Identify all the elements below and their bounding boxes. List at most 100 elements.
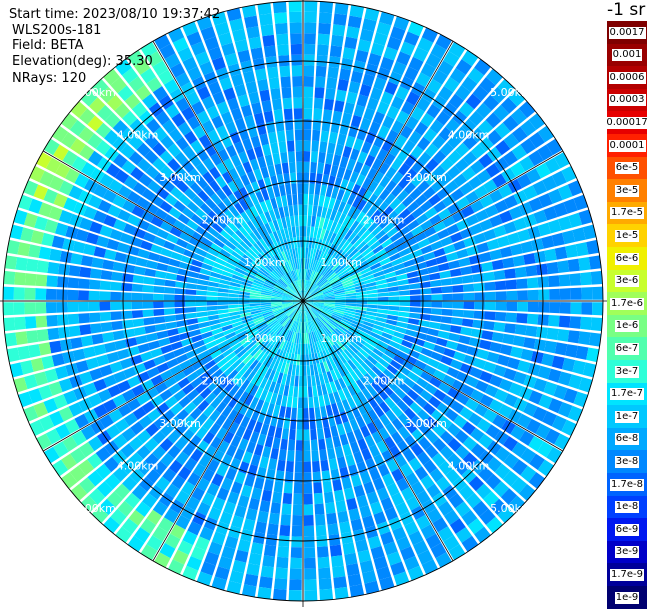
range-gate-cell [313,227,319,239]
range-gate-cell [430,308,443,315]
range-gate-cell [141,210,155,223]
range-gate-cell [78,459,95,476]
colorbar-swatch: 1.7e-6 [607,292,647,316]
range-gate-cell [312,305,323,311]
range-gate-cell [467,518,485,535]
azimuth-spoke [42,150,304,302]
range-gate-cell [56,289,68,300]
range-gate-cell [313,396,320,408]
range-gate-cell [318,195,325,207]
range-gate-cell [330,221,338,233]
range-gate-cell [258,269,269,278]
range-gate-cell [330,245,338,256]
range-gate-cell [116,348,130,360]
range-gate-cell [255,255,265,265]
range-gate-cell [553,384,568,400]
range-gate-cell [420,474,435,490]
range-gate-cell [592,302,603,316]
range-gate-cell [103,399,117,413]
range-gate-cell [349,171,360,184]
range-gate-cell [182,56,198,72]
range-gate-cell [406,271,419,279]
range-gate-cell [292,343,297,354]
range-gate-cell [334,306,346,310]
range-gate-cell [398,162,411,176]
range-gate-cell [295,293,303,301]
range-gate-cell [454,429,469,444]
range-gate-cell [445,252,459,262]
range-gate-cell [185,283,198,290]
range-gate-cell [117,209,131,222]
range-gate-cell [296,161,303,173]
range-gate-cell [207,345,220,355]
range-gate-cell [554,152,570,169]
range-gate-cell [47,261,60,275]
range-gate-cell [537,222,552,237]
range-gate-cell [537,276,549,288]
range-gate-cell [196,290,208,296]
range-gate-cell [373,134,385,148]
range-gate-cell [303,298,314,301]
range-gate-cell [164,193,178,206]
range-gate-cell [337,324,348,333]
range-gate-cell [36,329,49,342]
range-gate-cell [486,351,500,364]
range-gate-cell [91,78,109,96]
range-gate-cell [356,351,367,362]
range-gate-cell [357,403,367,416]
range-gate-cell [447,453,462,468]
range-gate-cell [270,299,282,301]
range-gate-cell [249,384,259,397]
range-gate-cell [476,418,492,433]
colorbar-swatch: 1.7e-9 [607,563,647,587]
range-gate-cell [361,388,372,400]
range-gate-cell [484,384,499,398]
range-gate-cell [455,527,472,543]
range-gate-cell [422,402,436,416]
range-gate-cell [417,409,430,422]
range-gate-cell [451,317,463,326]
range-gate-cell [217,305,229,310]
range-gate-cell [541,235,555,249]
range-gate-cell [263,281,275,288]
range-gate-cell [263,263,273,273]
range-gate-cell [210,323,222,331]
range-gate-cell [342,375,351,387]
range-gate-cell [478,466,494,482]
range-gate-cell [507,357,521,370]
range-gate-cell [303,279,306,291]
range-gate-cell [175,451,189,466]
range-gate-cell [213,238,225,249]
range-gate-cell [110,77,127,94]
range-gate-cell [171,112,186,128]
range-gate-cell [379,11,395,26]
range-gate-cell [526,277,539,289]
range-gate-cell [332,154,342,167]
colorbar-tick-label: 0.0017 [608,26,646,39]
range-gate-cell [313,319,321,329]
range-gate-cell [168,459,183,474]
range-gate-cell [381,139,394,153]
range-gate-cell [357,199,367,211]
start-time: Start time: 2023/08/10 19:37:42 [9,7,221,22]
range-gate-cell [532,180,548,196]
range-gate-cell [278,327,286,337]
range-gate-cell [328,392,336,405]
range-gate-cell [369,240,381,251]
range-gate-cell [265,247,274,258]
range-gate-cell [93,246,107,258]
range-gate-cell [377,463,390,477]
range-gate-cell [93,378,107,392]
range-gate-cell [363,250,375,260]
range-gate-cell [276,282,286,290]
range-gate-cell [199,387,212,400]
range-gate-cell [275,22,288,35]
range-gate-cell [298,333,302,344]
range-gate-cell [211,266,223,275]
range-gate-cell [311,259,317,271]
range-gate-cell [127,214,141,227]
range-gate-cell [238,461,250,474]
range-gate-cell [340,227,350,238]
range-gate-cell [562,357,576,372]
range-gate-cell [282,295,293,299]
